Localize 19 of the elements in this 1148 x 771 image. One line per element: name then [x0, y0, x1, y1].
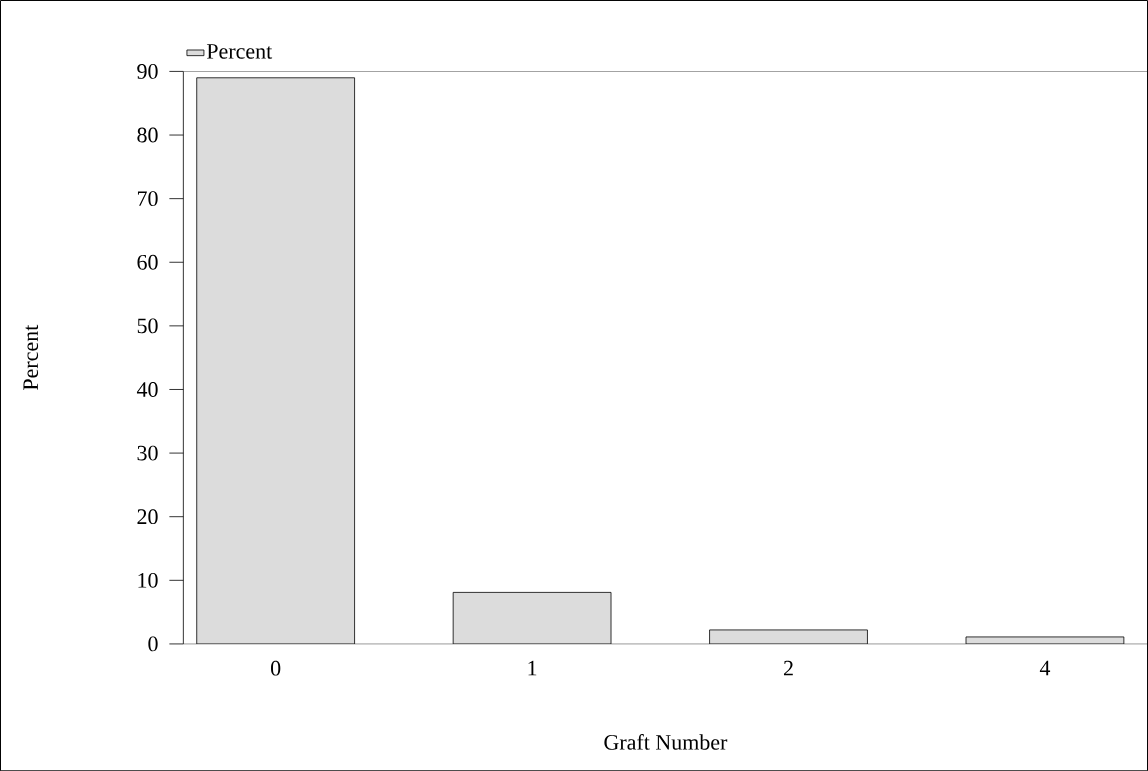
legend-label: Percent — [206, 43, 273, 59]
y-tick-label: 40 — [136, 381, 158, 397]
y-tick-label: 10 — [138, 572, 158, 588]
y-tick-label: 70 — [137, 191, 158, 206]
y-tick-label: 0 — [148, 636, 158, 652]
y-tick-label: 20 — [137, 509, 158, 524]
bar — [196, 77, 355, 644]
x-axis-title: Graft Number — [604, 733, 728, 750]
y-tick-label: 30 — [137, 445, 158, 461]
bar — [453, 592, 612, 644]
x-tick-label: 2 — [783, 660, 793, 676]
y-tick-label: 80 — [137, 127, 158, 143]
y-tick-label: 50 — [137, 318, 158, 334]
y-tick-label: 60 — [137, 254, 158, 270]
y-axis-title: Percent — [23, 324, 39, 390]
x-tick-label: 4 — [1039, 660, 1051, 676]
y-tick-label: 90 — [137, 63, 158, 79]
x-tick-label: 1 — [528, 660, 537, 676]
x-tick-label: 0 — [271, 660, 281, 676]
